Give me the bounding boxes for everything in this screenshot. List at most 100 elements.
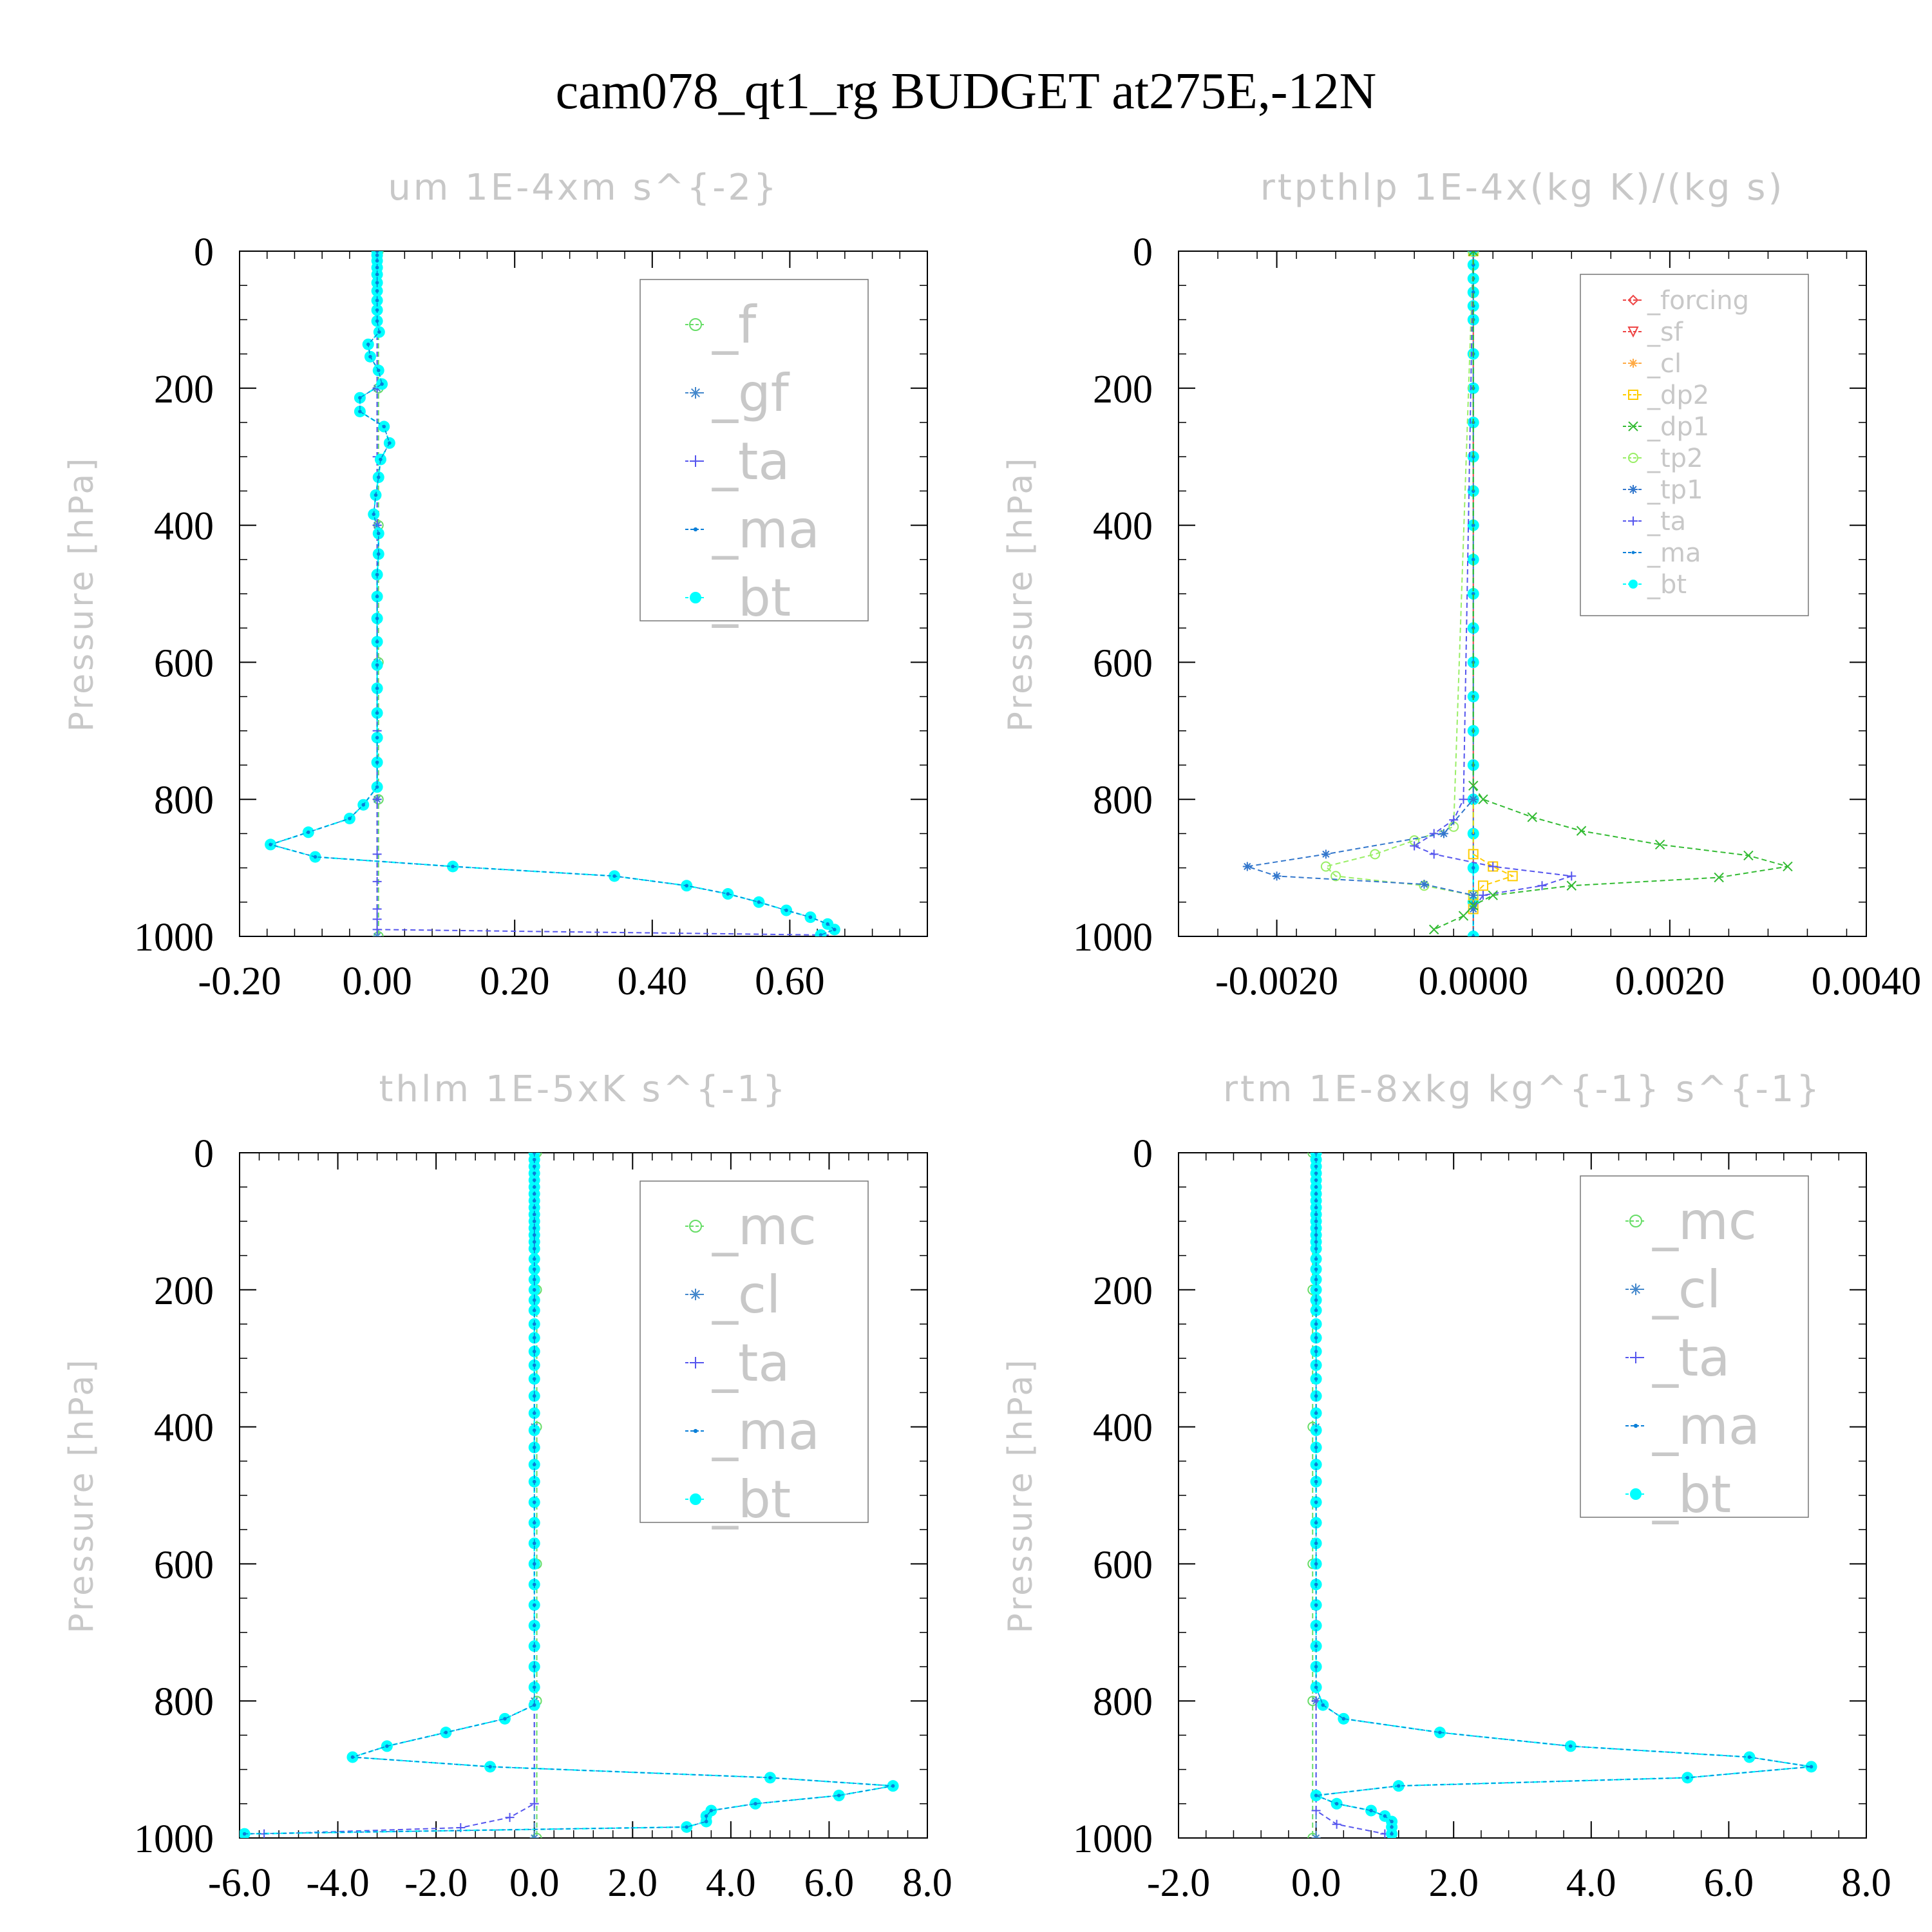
legend-marker: [1630, 1352, 1642, 1363]
data-point-ma: [612, 874, 616, 878]
panel-title: rtpthlp 1E-4x(kg K)/(kg s): [1260, 167, 1785, 209]
data-point-ma: [372, 512, 376, 516]
data-point-ma: [503, 1717, 507, 1721]
data-point-ma: [685, 1825, 688, 1829]
panels: um 1E-4xm s^{-2} Pressure [hPa] 0 200 400 600…: [62, 167, 1921, 1905]
panel-title: um 1E-4xm s^{-2}: [388, 167, 779, 209]
legend-label: _sf: [1647, 317, 1683, 347]
legend-marker: [1629, 580, 1638, 589]
data-point-ma: [382, 424, 386, 429]
data-point-ma: [358, 395, 362, 400]
data-point-ma: [532, 1665, 536, 1669]
x-tick-label: -2.0: [1147, 1861, 1210, 1905]
x-tick-label: 0.0000: [1418, 960, 1528, 1003]
data-point-ma: [837, 1794, 841, 1797]
data-point-ma: [532, 1349, 536, 1354]
series-line-ta: [264, 1153, 535, 1835]
data-point-ma: [242, 1832, 247, 1836]
data-point-ma: [1809, 1765, 1814, 1769]
data-point-ta: [372, 876, 382, 886]
data-point-ma: [376, 531, 381, 536]
data-point-ma: [819, 933, 823, 936]
legend-marker: [690, 1357, 701, 1368]
data-point-ma: [532, 1233, 536, 1237]
data-point-ma: [1314, 1603, 1318, 1607]
data-point-ma: [451, 864, 455, 869]
data-point-ma: [784, 908, 788, 913]
data-point-ma: [1314, 1288, 1318, 1292]
legend-marker: [1629, 1215, 1642, 1227]
data-point-ma: [376, 368, 381, 372]
legend-box: [1580, 274, 1809, 616]
data-point-ma: [1471, 866, 1475, 870]
data-point-ma: [376, 475, 381, 479]
x-tick-label: 0.0: [509, 1861, 560, 1905]
data-point-ma: [375, 272, 379, 276]
data-point-ma: [375, 259, 379, 263]
data-point-ta: [1410, 841, 1419, 851]
data-point-ma: [1396, 1784, 1401, 1788]
y-tick-label: 1000: [134, 916, 214, 960]
series-group: [1242, 251, 1793, 936]
y-tick-label: 800: [154, 779, 214, 822]
data-point-ma: [1314, 1198, 1318, 1203]
y-tick-label: 1000: [1073, 1817, 1153, 1861]
y-tick-label: 400: [1093, 505, 1153, 549]
y-tick-label: 600: [154, 1543, 214, 1587]
data-point-ta: [1537, 881, 1547, 891]
figure-title: cam078_qt1_rg BUDGET at275E,-12N: [556, 63, 1377, 120]
data-point-ma: [1314, 1685, 1318, 1689]
data-point-tp1: [1242, 862, 1252, 871]
legend-label: _tp2: [1647, 444, 1703, 473]
legend-label: _cl: [1652, 1260, 1721, 1320]
x-tick-label: 6.0: [1704, 1861, 1754, 1905]
x-tick-label: 4.0: [1566, 1861, 1616, 1905]
data-point-ma: [1314, 1247, 1318, 1251]
legend-label: _bt: [712, 568, 791, 628]
data-point-dp1: [1714, 872, 1724, 883]
legend-label: _ta: [712, 431, 790, 491]
legend-marker: [1628, 421, 1638, 431]
x-tick-label: -0.0020: [1215, 960, 1338, 1003]
y-axis-label: Pressure [hPa]: [1001, 1358, 1040, 1634]
legend-label: _dp1: [1647, 412, 1709, 442]
x-tick-label: 2.0: [1428, 1861, 1479, 1905]
y-tick-label: 1000: [134, 1817, 214, 1861]
panel-rtpthlp: rtpthlp 1E-4x(kg K)/(kg s) Pressure [hPa]…: [1001, 167, 1921, 1003]
data-point-ta: [372, 914, 382, 924]
data-point-ma: [532, 1257, 536, 1261]
data-point-ma: [891, 1784, 895, 1788]
data-point-ma: [532, 1212, 536, 1217]
data-point-ma: [532, 1428, 536, 1432]
x-tick-label: 0.60: [755, 960, 825, 1003]
data-point-ma: [532, 1198, 536, 1203]
data-point-tp2: [1331, 871, 1341, 882]
legend-marker: [690, 592, 701, 603]
y-tick-label: 400: [154, 505, 214, 549]
legend-marker: [690, 1493, 701, 1505]
y-axis-label: Pressure [hPa]: [62, 456, 101, 732]
data-point-dp2: [1507, 871, 1518, 882]
legend-marker: [693, 527, 698, 532]
legend-label: _bt: [712, 1470, 791, 1530]
x-tick-label: 8.0: [902, 1861, 952, 1905]
data-point-ma: [376, 552, 381, 556]
data-point-bt: [1467, 931, 1479, 936]
x-tick-label: 0.0040: [1812, 960, 1922, 1003]
data-point-ma: [1314, 1582, 1318, 1587]
y-axis-label: Pressure [hPa]: [62, 1358, 101, 1634]
data-point-ma: [532, 1192, 536, 1196]
legend-label: _mc: [712, 1197, 817, 1256]
series-line-ta: [1413, 251, 1572, 910]
data-point-dp1: [1468, 781, 1479, 791]
data-point-ma: [1747, 1755, 1752, 1759]
data-point-ma: [532, 1336, 536, 1340]
data-point-dp1: [1743, 850, 1754, 861]
legend-label: _ta: [1647, 507, 1686, 536]
data-point-ma: [532, 1603, 536, 1607]
y-axis-label: Pressure [hPa]: [1001, 456, 1040, 732]
y-tick-label: 600: [154, 641, 214, 685]
data-point-ma: [375, 639, 379, 644]
legend: _f _gf _ta _ma _bt: [639, 279, 869, 628]
data-point-ma: [1314, 1185, 1318, 1189]
